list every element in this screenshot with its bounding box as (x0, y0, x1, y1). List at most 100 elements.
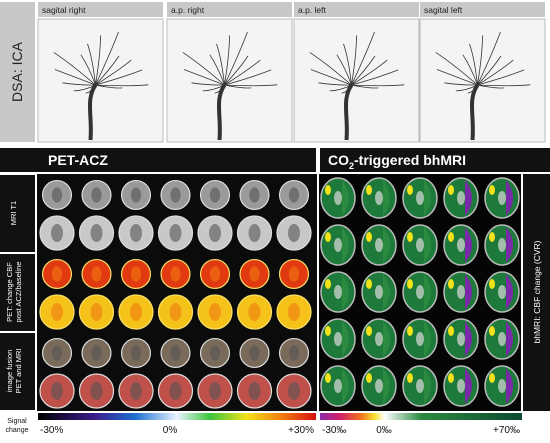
brain-core (130, 303, 142, 321)
vessel (216, 43, 225, 86)
vessel (310, 69, 352, 86)
vessel (467, 84, 478, 94)
deficit-region (465, 274, 472, 310)
vessel (336, 54, 352, 86)
bhmri-title: CO2-triggered bhMRI (328, 152, 466, 171)
vessel (455, 84, 478, 92)
hot-spot (489, 373, 495, 383)
pet-scale-mid: 0% (163, 425, 178, 436)
ventricle (375, 191, 383, 205)
ventricle (334, 191, 342, 205)
vessel (214, 84, 225, 94)
vessel (95, 84, 123, 89)
view-header (38, 2, 163, 17)
pet-brains (39, 179, 312, 409)
deficit-region (342, 274, 349, 310)
hot-spot (325, 185, 331, 195)
view-header (167, 2, 292, 17)
vessels (182, 31, 278, 141)
hot-spot (407, 232, 413, 242)
row-label-line: PET and MRI (14, 349, 23, 394)
deficit-region (424, 368, 431, 404)
hot-spot (366, 279, 372, 289)
view-label: sagital right (42, 5, 86, 15)
brain-core (209, 303, 221, 321)
vessel (477, 55, 502, 86)
row-label: PET: change CBFpost ACZ/baseline (5, 262, 23, 323)
view-label: sagital left (424, 5, 463, 15)
view-label: a.p. right (171, 5, 205, 15)
vessel (224, 84, 278, 87)
vessel (351, 35, 357, 86)
hot-spot (489, 185, 495, 195)
row-label-box (0, 254, 35, 331)
pet-header (0, 148, 316, 172)
ventricle (416, 379, 424, 393)
vessel (53, 52, 96, 86)
brain-core (288, 345, 300, 361)
brain-core (170, 266, 181, 282)
vessel (95, 55, 120, 86)
vessel (73, 84, 96, 92)
vessel (477, 84, 531, 87)
brain-core (51, 382, 63, 400)
hot-spot (448, 232, 454, 242)
hot-spot (489, 232, 495, 242)
brain-core (249, 187, 260, 203)
brain-core (169, 224, 182, 242)
vessel (343, 43, 352, 86)
brain-core (170, 345, 181, 361)
deficit-region (465, 180, 472, 216)
brain-core (91, 345, 102, 361)
pet-title: PET-ACZ (48, 152, 108, 168)
brain-core (130, 345, 142, 361)
deficit-region (383, 227, 390, 263)
vessel (351, 69, 399, 86)
bhmri-header (320, 148, 550, 172)
bhmri-scale-min: -30‰ (322, 425, 346, 436)
vessel (224, 55, 249, 86)
brain-core (130, 266, 142, 282)
deficit-region (383, 321, 390, 357)
brain-core (130, 382, 142, 400)
vessel (224, 59, 261, 86)
vessel (95, 31, 119, 86)
vessel (469, 43, 478, 86)
ventricle (457, 191, 465, 205)
vessel (351, 59, 388, 86)
ventricle (375, 285, 383, 299)
brain-core (209, 224, 221, 242)
ventricle (416, 332, 424, 346)
vessel (462, 54, 478, 86)
hot-spot (448, 185, 454, 195)
vessel (351, 31, 375, 86)
brain-core (130, 224, 142, 242)
brain-core (90, 303, 103, 321)
deficit-region (342, 180, 349, 216)
deficit-region (342, 368, 349, 404)
brain-core (90, 224, 103, 242)
hot-spot (366, 326, 372, 336)
hot-spot (366, 185, 372, 195)
view-header (420, 2, 545, 17)
ventricle (457, 379, 465, 393)
ventricle (375, 379, 383, 393)
vessel (182, 52, 225, 86)
deficit-region (424, 227, 431, 263)
vessel (224, 31, 248, 86)
ventricle (375, 332, 383, 346)
vessel (444, 82, 478, 86)
brain-core (51, 303, 63, 321)
row-label-box (0, 333, 35, 410)
hot-spot (448, 373, 454, 383)
vessel (351, 84, 405, 87)
ventricle (334, 285, 342, 299)
row-label-box (0, 175, 35, 252)
brain-core (248, 382, 261, 400)
brain-core (209, 187, 221, 203)
brain-core (169, 303, 182, 321)
ventricle (334, 379, 342, 393)
brain-core (90, 382, 103, 400)
ventricle (498, 285, 506, 299)
